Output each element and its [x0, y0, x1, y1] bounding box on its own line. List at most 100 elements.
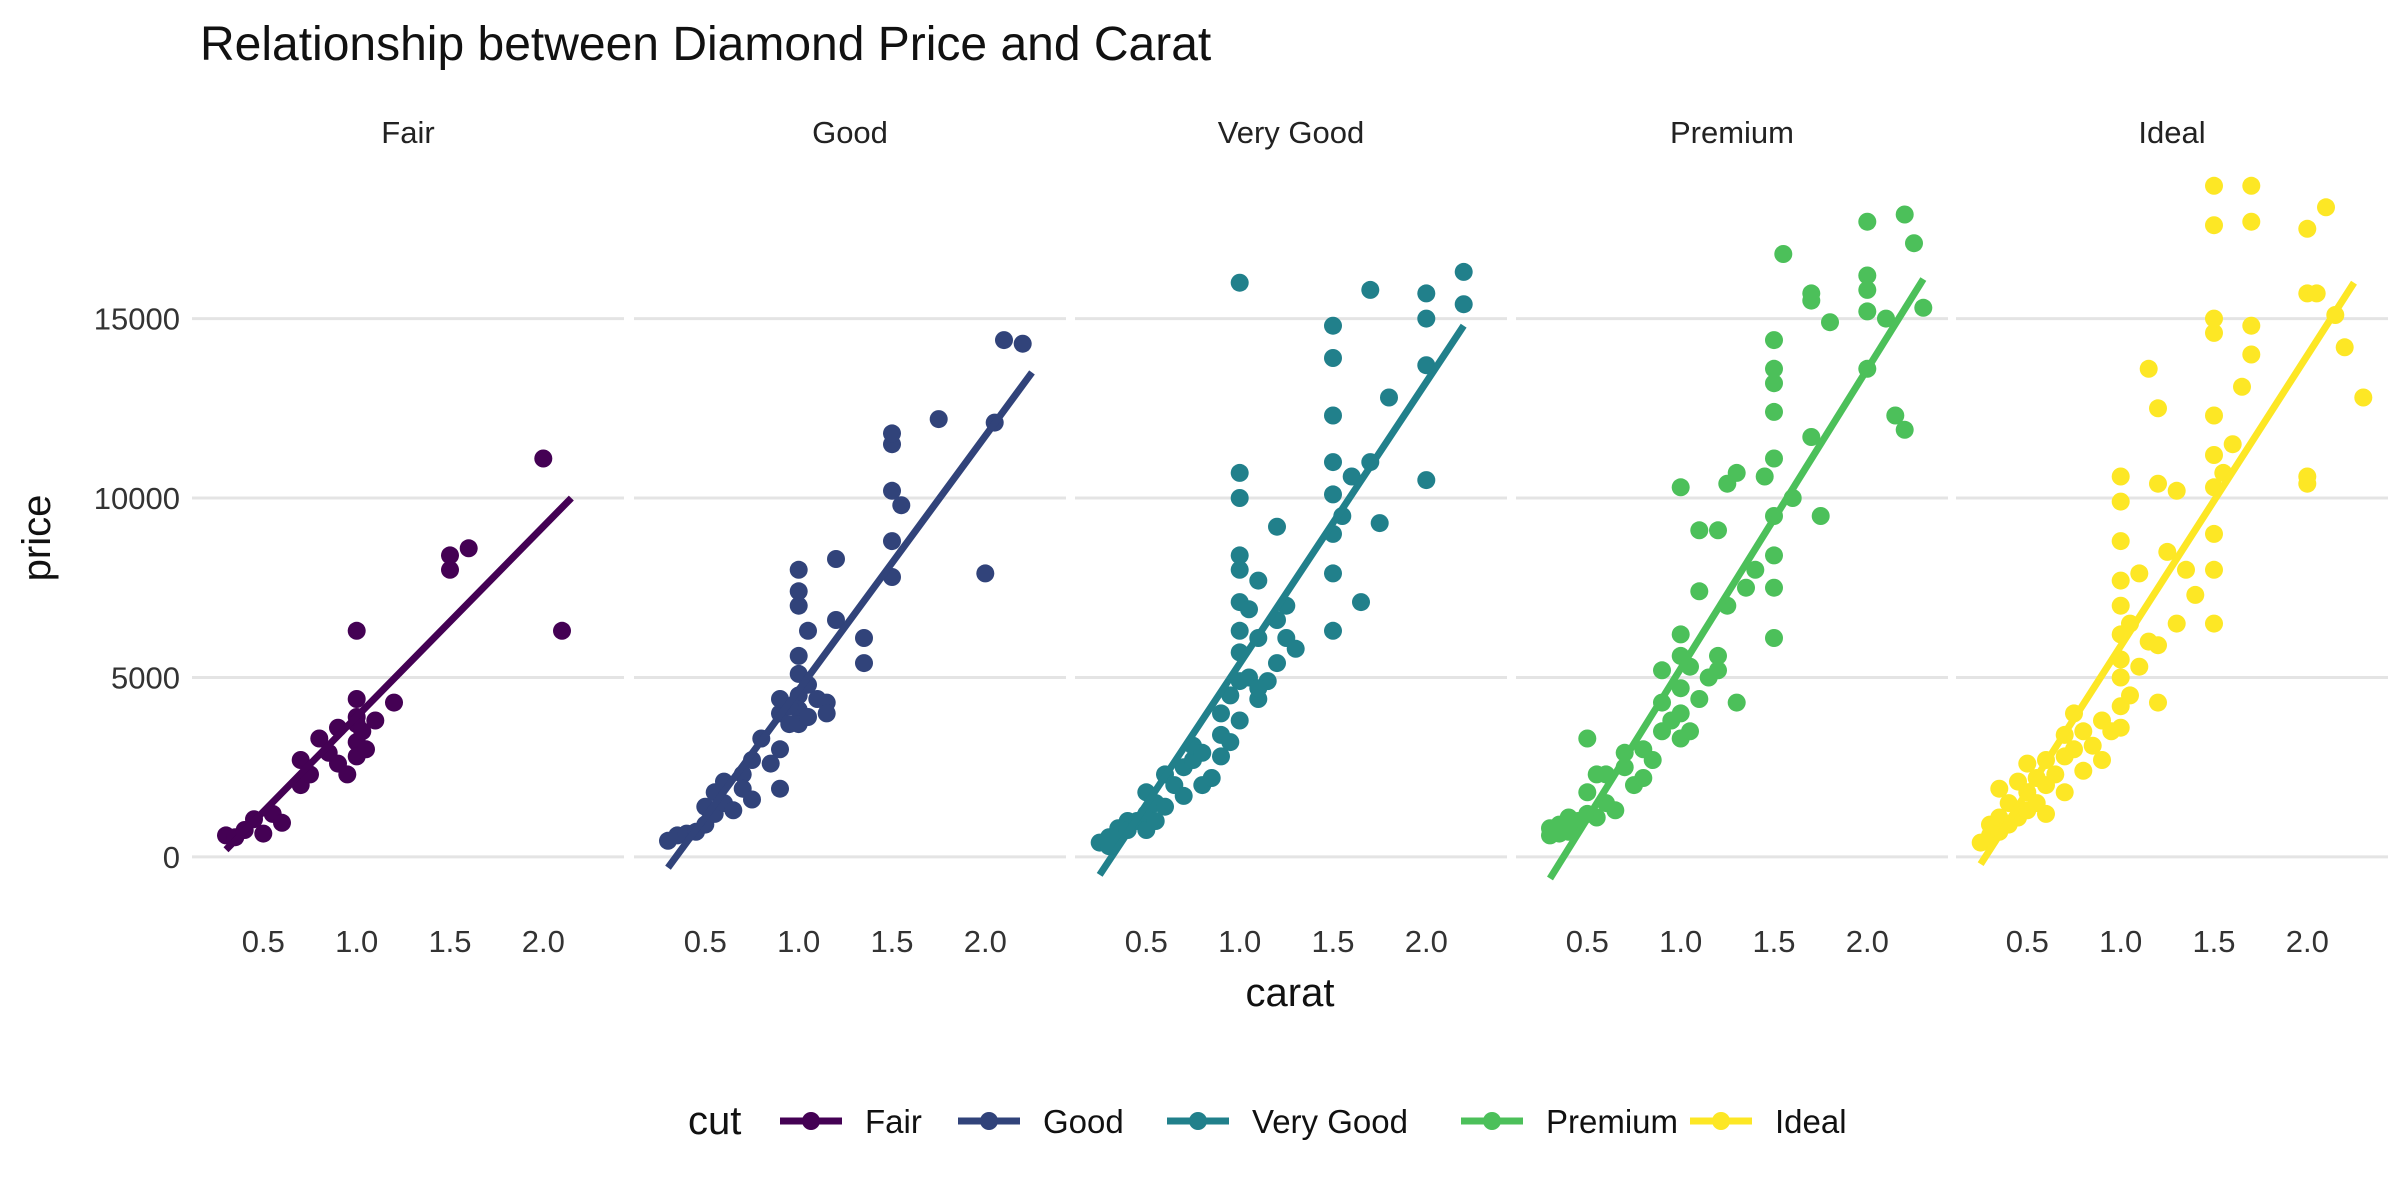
- x-tick-label: 0.5: [242, 924, 285, 959]
- panels: 0 5000 10000 15000 Fair 0.5 1.0 1.5 2.0 Good 0.5 1.…: [94, 115, 2388, 959]
- data-point: [1342, 467, 1361, 486]
- legend-label: Ideal: [1775, 1103, 1847, 1140]
- data-point: [855, 629, 873, 647]
- facet-strip-label: Premium: [1670, 115, 1794, 150]
- facet-strip-label: Very Good: [1218, 115, 1364, 150]
- facet-strip-label: Fair: [381, 115, 434, 150]
- data-point: [2111, 596, 2130, 615]
- data-point: [1230, 711, 1249, 730]
- facet-strip-label: Good: [812, 115, 888, 150]
- data-point: [1380, 388, 1398, 407]
- data-point: [1324, 406, 1342, 425]
- legend-point-key: [1189, 1112, 1207, 1130]
- data-point: [347, 621, 366, 640]
- data-point: [2111, 532, 2130, 551]
- data-point: [1324, 564, 1342, 583]
- x-tick-label: 2.0: [964, 924, 1007, 959]
- data-point: [1174, 786, 1193, 805]
- chart-title: Relationship between Diamond Price and C…: [200, 18, 1211, 71]
- data-point: [1230, 560, 1249, 579]
- data-point: [799, 621, 817, 640]
- data-point: [771, 740, 789, 759]
- data-point: [827, 611, 845, 629]
- data-point: [1578, 783, 1597, 802]
- data-point: [441, 546, 459, 565]
- data-point: [1821, 313, 1839, 332]
- data-point: [1765, 449, 1783, 468]
- x-tick-label: 2.0: [1846, 924, 1889, 959]
- legend-label: Fair: [865, 1103, 922, 1140]
- data-point: [2186, 585, 2205, 604]
- data-point: [2046, 765, 2065, 784]
- x-tick-label: 2.0: [522, 924, 565, 959]
- data-point: [2335, 338, 2354, 357]
- data-point: [799, 708, 817, 726]
- data-point: [995, 331, 1013, 350]
- data-point: [1681, 722, 1699, 741]
- data-point: [827, 550, 845, 568]
- data-point: [310, 729, 329, 748]
- data-point: [1370, 514, 1389, 533]
- data-point: [1653, 661, 1671, 680]
- data-point: [1230, 489, 1249, 507]
- data-point: [1156, 797, 1174, 816]
- data-point: [2205, 309, 2223, 328]
- legend-item-very-good: Very Good: [1167, 1103, 1408, 1140]
- legend-point-key: [980, 1112, 998, 1130]
- data-point: [1230, 621, 1249, 640]
- data-point: [2111, 467, 2130, 486]
- data-point: [929, 410, 948, 429]
- data-point: [2149, 399, 2167, 418]
- data-point: [1286, 639, 1305, 658]
- data-point: [2242, 345, 2261, 364]
- legend-item-ideal: Ideal: [1690, 1103, 1847, 1140]
- data-point: [1802, 291, 1821, 310]
- x-tick-label: 1.5: [1752, 924, 1795, 959]
- data-point: [1230, 273, 1249, 292]
- legend-point-key: [802, 1112, 820, 1130]
- data-point: [1578, 729, 1597, 748]
- data-point: [771, 779, 789, 798]
- data-point: [2205, 446, 2223, 464]
- data-point: [1606, 801, 1625, 820]
- data-point: [2205, 176, 2223, 195]
- data-point: [2121, 686, 2139, 705]
- data-point: [2177, 560, 2195, 579]
- y-tick-label: 10000: [94, 481, 180, 516]
- panel-good: Good 0.5 1.0 1.5 2.0: [634, 115, 1066, 959]
- data-point: [2307, 284, 2326, 303]
- data-point: [2167, 481, 2186, 500]
- legend-label: Good: [1043, 1103, 1124, 1140]
- data-point: [1709, 646, 1727, 665]
- data-point: [1914, 298, 1933, 317]
- data-point: [2018, 754, 2037, 773]
- data-point: [385, 693, 403, 712]
- data-point: [2037, 804, 2055, 823]
- data-point: [1671, 679, 1690, 698]
- x-tick-label: 2.0: [2286, 924, 2329, 959]
- data-point: [1765, 374, 1783, 393]
- x-tick-label: 1.5: [1311, 924, 1354, 959]
- data-point: [1690, 690, 1709, 708]
- data-point: [976, 564, 995, 583]
- data-point: [1221, 733, 1240, 752]
- x-tick-label: 1.0: [2099, 924, 2142, 959]
- panel-ideal: Ideal 0.5 1.0 1.5 2.0: [1956, 115, 2388, 959]
- data-point: [1202, 769, 1221, 787]
- trend-line: [1977, 280, 2357, 866]
- data-point: [2317, 198, 2335, 217]
- data-point: [2074, 761, 2093, 780]
- data-point: [1230, 546, 1249, 565]
- trend-line: [665, 370, 1035, 870]
- data-point: [1146, 812, 1165, 830]
- data-point: [761, 754, 780, 773]
- data-point: [1765, 629, 1783, 647]
- data-point: [1774, 245, 1793, 263]
- data-point: [1858, 280, 1877, 299]
- data-point: [273, 813, 291, 832]
- data-point: [1324, 485, 1342, 504]
- x-tick-label: 1.0: [1218, 924, 1261, 959]
- data-point: [1755, 467, 1774, 486]
- x-tick-label: 1.5: [870, 924, 913, 959]
- legend-point-key: [1712, 1112, 1730, 1130]
